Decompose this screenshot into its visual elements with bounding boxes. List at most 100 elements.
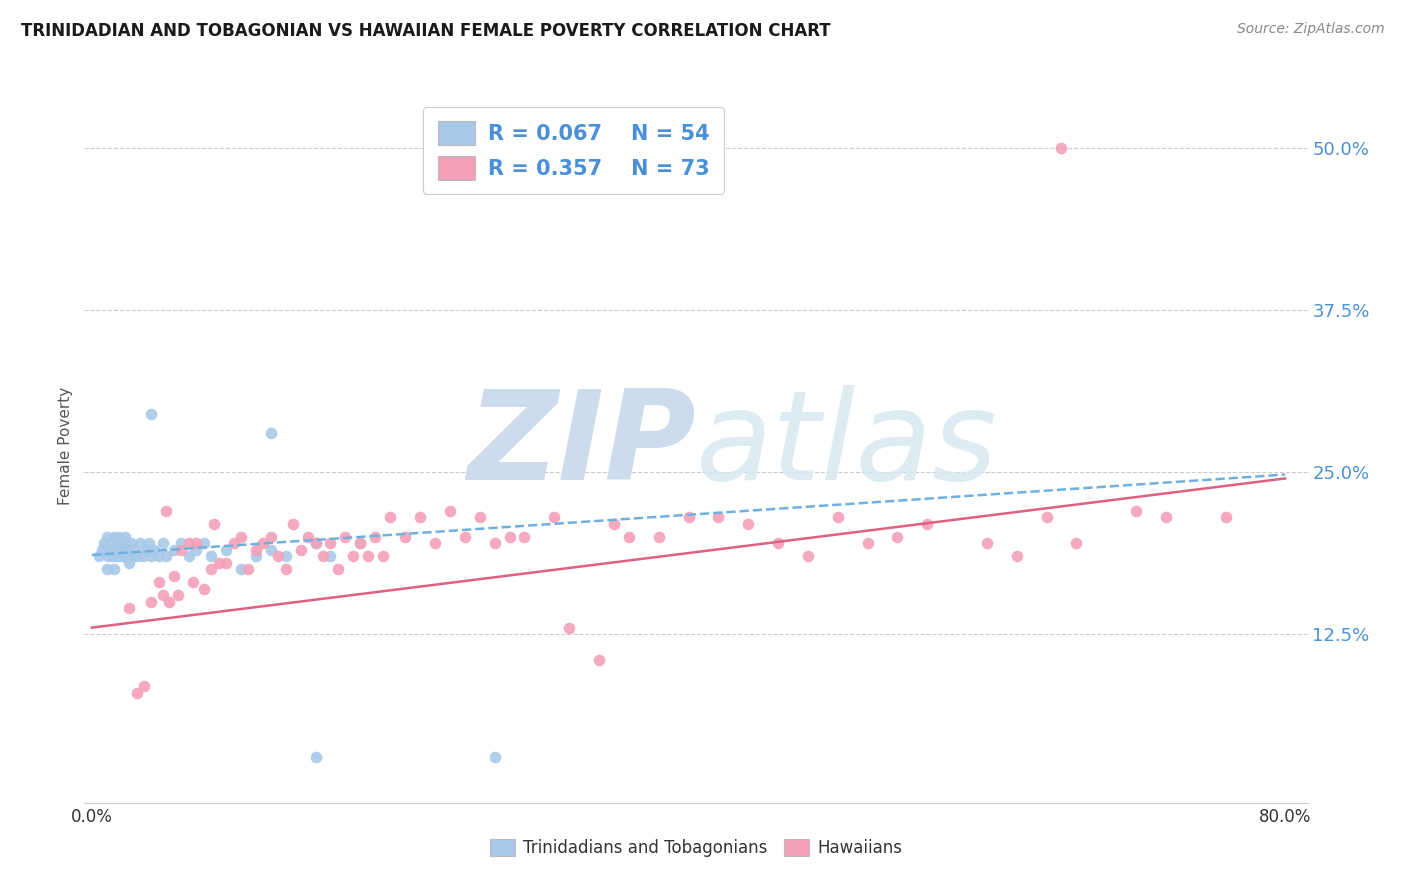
Point: [766, 536, 789, 550]
Point: [107, 536, 129, 550]
Point: [100, 536, 122, 550]
Point: [1005, 549, 1028, 564]
Point: [678, 510, 700, 524]
Point: [118, 556, 141, 570]
Point: [120, 536, 142, 550]
Point: [135, 542, 157, 557]
Point: [484, 536, 506, 550]
Point: [371, 549, 394, 564]
Point: [423, 536, 446, 550]
Point: [380, 510, 402, 524]
Point: [304, 536, 326, 550]
Point: [207, 556, 229, 570]
Point: [260, 542, 283, 557]
Point: [200, 562, 222, 576]
Point: [114, 536, 136, 550]
Point: [181, 575, 204, 590]
Point: [617, 530, 640, 544]
Point: [155, 504, 177, 518]
Point: [155, 549, 177, 564]
Point: [152, 588, 174, 602]
Point: [132, 679, 155, 693]
Point: [108, 549, 131, 564]
Point: [222, 536, 245, 550]
Point: [1125, 504, 1147, 518]
Point: [177, 536, 200, 550]
Point: [122, 542, 145, 557]
Point: [409, 510, 432, 524]
Point: [138, 536, 160, 550]
Point: [886, 530, 908, 544]
Point: [115, 549, 138, 564]
Point: [148, 549, 170, 564]
Point: [96, 562, 118, 576]
Point: [349, 536, 371, 550]
Point: [1066, 536, 1088, 550]
Point: [163, 542, 186, 557]
Point: [148, 575, 170, 590]
Point: [125, 685, 148, 699]
Point: [193, 582, 215, 596]
Point: [543, 510, 565, 524]
Point: [103, 530, 125, 544]
Point: [260, 530, 283, 544]
Point: [141, 549, 163, 564]
Point: [170, 536, 193, 550]
Point: [394, 530, 416, 544]
Point: [319, 549, 342, 564]
Point: [588, 653, 610, 667]
Point: [105, 549, 128, 564]
Point: [498, 530, 520, 544]
Point: [1050, 140, 1073, 154]
Point: [827, 510, 849, 524]
Point: [202, 516, 225, 531]
Point: [131, 549, 153, 564]
Point: [89, 549, 111, 564]
Point: [193, 536, 215, 550]
Point: [200, 549, 222, 564]
Point: [274, 562, 297, 576]
Point: [128, 536, 150, 550]
Point: [118, 601, 141, 615]
Point: [304, 536, 326, 550]
Text: TRINIDADIAN AND TOBAGONIAN VS HAWAIIAN FEMALE POVERTY CORRELATION CHART: TRINIDADIAN AND TOBAGONIAN VS HAWAIIAN F…: [21, 22, 831, 40]
Point: [915, 516, 938, 531]
Point: [290, 542, 312, 557]
Point: [101, 549, 124, 564]
Point: [103, 562, 125, 576]
Point: [114, 530, 136, 544]
Point: [1154, 510, 1177, 524]
Point: [229, 562, 252, 576]
Point: [112, 549, 135, 564]
Point: [252, 536, 274, 550]
Point: [603, 516, 626, 531]
Point: [167, 588, 190, 602]
Point: [319, 536, 342, 550]
Point: [104, 542, 127, 557]
Point: [349, 536, 371, 550]
Point: [111, 542, 134, 557]
Point: [96, 530, 118, 544]
Point: [157, 595, 180, 609]
Point: [856, 536, 879, 550]
Point: [260, 425, 283, 440]
Point: [274, 549, 297, 564]
Point: [141, 407, 163, 421]
Y-axis label: Female Poverty: Female Poverty: [58, 387, 73, 505]
Point: [152, 536, 174, 550]
Point: [797, 549, 820, 564]
Point: [513, 530, 536, 544]
Point: [98, 542, 121, 557]
Point: [439, 504, 461, 518]
Point: [186, 536, 208, 550]
Point: [364, 530, 387, 544]
Point: [141, 595, 163, 609]
Point: [229, 530, 252, 544]
Point: [283, 516, 305, 531]
Point: [454, 530, 477, 544]
Point: [297, 530, 319, 544]
Point: [1035, 510, 1057, 524]
Point: [170, 542, 193, 557]
Point: [342, 549, 364, 564]
Point: [357, 549, 380, 564]
